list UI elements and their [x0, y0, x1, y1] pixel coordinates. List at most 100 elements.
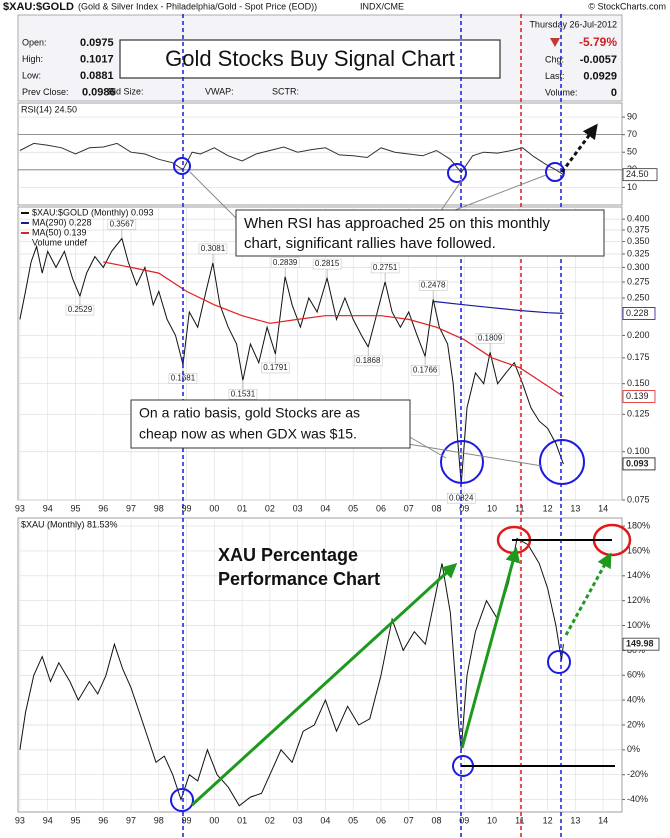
note-box	[235, 209, 605, 257]
y-tick-label: 0.250	[627, 292, 650, 302]
quote-mid: VWAP:	[205, 86, 234, 96]
x-tick-label: 94	[43, 503, 53, 513]
quote-value: 0.0986	[82, 86, 116, 98]
y-tick-label: 180%	[627, 520, 650, 530]
panel-title: RSI(14) 24.50	[21, 104, 77, 114]
y-tick-label: -40%	[627, 794, 648, 804]
label-box	[370, 262, 400, 274]
y-tick-label: 0.075	[627, 494, 650, 504]
label-box	[198, 243, 228, 255]
point-label: 0.1791	[263, 363, 288, 372]
x-tick-label: 93	[15, 503, 25, 513]
last-value-box	[622, 390, 656, 403]
y-tick-label: 0%	[627, 744, 640, 754]
credit: © StockCharts.com	[588, 1, 666, 11]
arrow	[460, 547, 521, 749]
quote-date: Thursday 26-Jul-2012	[529, 19, 617, 29]
note: Performance Chart	[218, 569, 380, 589]
x-tick-label: 08	[431, 503, 441, 513]
x-tick-label: 10	[487, 815, 497, 825]
label-box	[228, 389, 258, 400]
last-value-box	[622, 307, 656, 320]
x-tick-label: 98	[154, 503, 164, 513]
circle	[440, 440, 484, 484]
quote-label: Prev Close:	[22, 87, 69, 97]
series-line	[19, 537, 564, 807]
quote-mid: SCTR:	[272, 86, 299, 96]
arrow	[564, 552, 612, 636]
down-icon	[550, 38, 560, 47]
x-tick-label: 99	[182, 815, 192, 825]
x-tick-label: 10	[487, 503, 497, 513]
y-tick-label: -20%	[627, 769, 648, 779]
y-tick-label: 100%	[627, 620, 650, 630]
circle	[173, 157, 191, 175]
label-box	[261, 362, 290, 374]
arrow	[560, 123, 598, 173]
y-tick-label: 50	[627, 147, 637, 157]
page-title: Gold Stocks Buy Signal Chart	[165, 46, 455, 71]
point-label: 0.3567	[110, 219, 135, 228]
quote-mid: Bid Size:	[108, 86, 144, 96]
last-value-label: 0.139	[626, 391, 649, 401]
last-value-label: 0.228	[626, 308, 649, 318]
quote-label: High:	[22, 54, 43, 64]
label-box	[270, 257, 300, 268]
y-tick-label: 70	[627, 129, 637, 139]
point-label: 0.1868	[356, 356, 381, 365]
pointer	[449, 174, 547, 213]
circle	[545, 162, 565, 182]
quote-label: Open:	[22, 37, 47, 47]
x-tick-label: 13	[570, 503, 580, 513]
note: When RSI has approached 25 on this month…	[244, 215, 551, 232]
legend-label: MA(50) 0.139	[32, 227, 87, 237]
label-box	[65, 304, 95, 316]
pointer	[189, 171, 241, 223]
y-tick-label: 0.350	[627, 236, 650, 246]
quote-value: 0.0929	[583, 70, 617, 82]
series-line	[433, 300, 564, 314]
x-tick-label: 12	[543, 815, 553, 825]
x-tick-label: 95	[70, 815, 80, 825]
quote-label: Last:	[545, 71, 565, 81]
note-box	[130, 399, 411, 449]
point-label: 0.2815	[315, 259, 340, 268]
x-tick-label: 96	[98, 815, 108, 825]
x-tick-label: 05	[348, 503, 358, 513]
y-tick-label: 0.150	[627, 378, 650, 388]
quote-label: Low:	[22, 70, 41, 80]
x-tick-label: 13	[570, 815, 580, 825]
y-tick-label: 10	[627, 182, 637, 192]
label-box	[410, 365, 440, 376]
circle	[539, 439, 585, 485]
description: (Gold & Silver Index - Philadelphia/Gold…	[78, 1, 317, 11]
pointer	[439, 179, 463, 213]
legend-label: Volume undef	[32, 237, 88, 247]
x-tick-label: 06	[376, 815, 386, 825]
y-tick-label: 0.100	[627, 446, 650, 456]
x-tick-label: 11	[515, 503, 524, 513]
point-label: 0.1531	[231, 389, 256, 398]
y-tick-label: 40%	[627, 694, 645, 704]
x-tick-label: 04	[320, 815, 330, 825]
symbol: $XAU:$GOLD	[3, 1, 74, 13]
y-tick-label: 140%	[627, 570, 650, 580]
label-box	[312, 258, 342, 270]
x-tick-label: 03	[293, 503, 303, 513]
x-tick-label: 03	[293, 815, 303, 825]
circle	[447, 163, 467, 183]
last-value-box	[622, 637, 660, 651]
y-tick-label: 160%	[627, 545, 650, 555]
x-tick-label: 97	[126, 815, 136, 825]
series-line	[19, 142, 564, 176]
y-tick-label: 0.275	[627, 276, 650, 286]
x-tick-label: 96	[98, 503, 108, 513]
x-tick-label: 00	[209, 503, 219, 513]
y-tick-label: 0.125	[627, 409, 650, 419]
x-tick-label: 00	[209, 815, 219, 825]
x-tick-label: 14	[598, 815, 608, 825]
x-tick-label: 07	[404, 503, 414, 513]
label-box	[475, 333, 505, 344]
point-label: 0.2751	[373, 263, 398, 272]
